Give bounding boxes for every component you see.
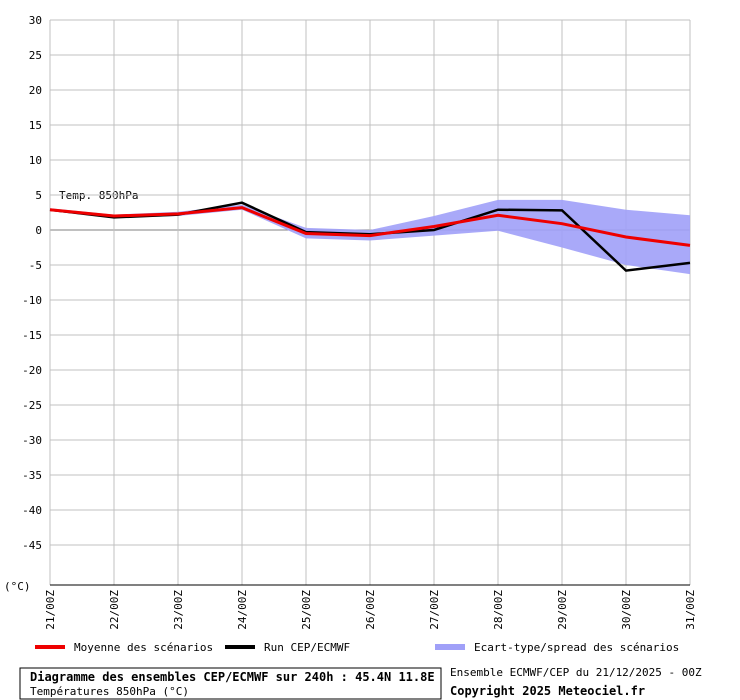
x-tick-label: 29/00Z [556,590,569,630]
y-tick-label: -30 [22,434,42,447]
x-tick-label: 26/00Z [364,590,377,630]
x-tick-label: 30/00Z [620,590,633,630]
y-tick-label: 10 [29,154,42,167]
y-tick-label: -5 [29,259,42,272]
x-tick-label: 24/00Z [236,590,249,630]
legend-label: Ecart-type/spread des scénarios [474,641,679,654]
y-tick-label: 15 [29,119,42,132]
x-tick-label: 28/00Z [492,590,505,630]
y-tick-label: -10 [22,294,42,307]
y-tick-label: -35 [22,469,42,482]
x-tick-label: 27/00Z [428,590,441,630]
x-tick-label: 21/00Z [44,590,57,630]
x-tick-label: 25/00Z [300,590,313,630]
footer-copyright: Copyright 2025 Meteociel.fr [450,684,645,698]
y-tick-label: 0 [35,224,42,237]
y-tick-label: 5 [35,189,42,202]
y-tick-label: -15 [22,329,42,342]
y-tick-label: 30 [29,14,42,27]
y-tick-label: -25 [22,399,42,412]
legend-label: Run CEP/ECMWF [264,641,350,654]
y-tick-label: -40 [22,504,42,517]
footer-subtitle: Températures 850hPa (°C) [30,685,189,698]
y-tick-label: 25 [29,49,42,62]
y-tick-label: -20 [22,364,42,377]
x-tick-label: 22/00Z [108,590,121,630]
x-tick-label: 23/00Z [172,590,185,630]
line [49,206,691,247]
x-tick-label: 31/00Z [684,590,697,630]
footer-box [19,667,442,700]
y-tick-label: -45 [22,539,42,552]
footer-run: Ensemble ECMWF/CEP du 21/12/2025 - 00Z [450,666,702,679]
footer-title: Diagramme des ensembles CEP/ECMWF sur 24… [30,670,435,684]
y-axis-label: (°C) [4,580,31,593]
legend-label: Moyenne des scénarios [74,641,213,654]
y-tick-label: 20 [29,84,42,97]
